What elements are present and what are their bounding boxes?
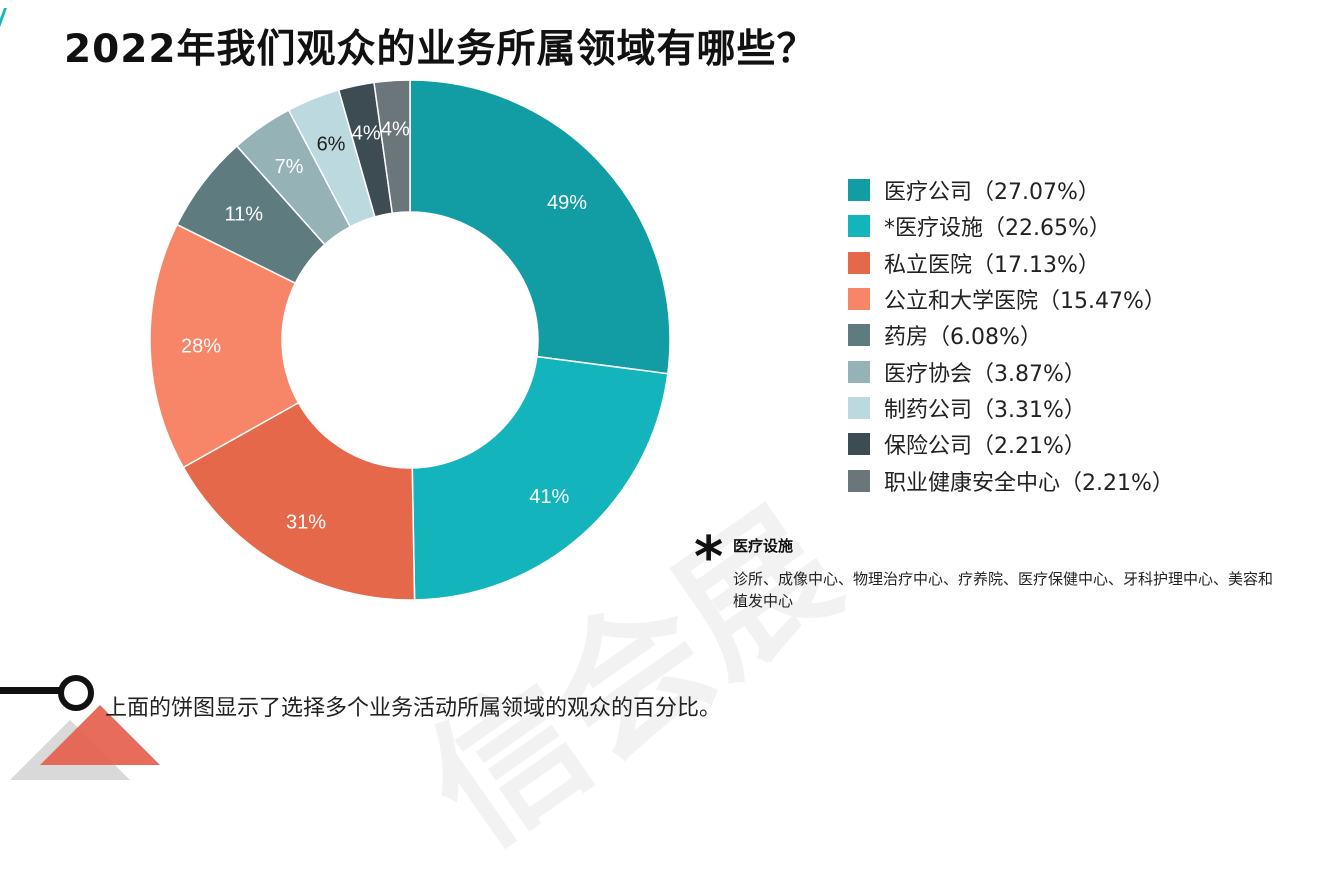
donut-slice-2 (411, 355, 669, 601)
legend-label: 制药公司（3.31%） (884, 397, 1086, 423)
legend-label: 保险公司（2.21%） (884, 434, 1086, 460)
legend-label: 药房（6.08%） (884, 325, 1042, 351)
donut-slice-4 (149, 223, 300, 469)
legend-item-6: 医疗协会（3.87%） (848, 353, 1174, 389)
legend-item-7: 制药公司（3.31%） (848, 390, 1174, 426)
slice-label-6: 7% (275, 156, 304, 178)
slice-label-1: 49% (547, 192, 587, 214)
legend-item-2: *医疗设施（22.65%） (848, 208, 1174, 244)
legend-swatch-icon (848, 179, 870, 202)
donut-chart: 49% 41% 31% 28% 11% 7% 6% 4% 4% (149, 79, 671, 601)
slice-label-9: 4% (381, 119, 410, 141)
legend-swatch-icon (848, 215, 870, 238)
legend-item-1: 医疗公司（27.07%） (848, 172, 1174, 208)
page-title: 2022年我们观众的业务所属领域有哪些？ (64, 27, 817, 72)
legend-item-3: 私立医院（17.13%） (848, 245, 1174, 281)
slice-label-5: 11% (224, 203, 263, 225)
legend-item-9: 职业健康安全中心（2.21%） (848, 462, 1174, 498)
slice-label-7: 6% (317, 133, 346, 155)
legend-label: 医疗公司（27.07%） (884, 180, 1100, 206)
slice-label-4: 28% (181, 335, 221, 357)
bottom-note: 上面的饼图显示了选择多个业务活动所属领域的观众的百分比。 (105, 696, 722, 721)
bullet-line (0, 687, 62, 694)
footnote-text: 诊所、成像中心、物理治疗中心、疗养院、医疗保健中心、牙科护理中心、美容和植发中心 (733, 570, 1274, 610)
legend-item-5: 药房（6.08%） (848, 317, 1174, 353)
donut-slice-3 (182, 401, 416, 601)
donut-slice-9 (373, 79, 411, 215)
slice-label-3: 31% (286, 511, 326, 533)
chart-legend: 医疗公司（27.07%） *医疗设施（22.65%） 私立医院（17.13%） 公立和… (848, 172, 1174, 499)
legend-label: 医疗协会（3.87%） (884, 361, 1086, 387)
legend-swatch-icon (848, 360, 870, 383)
legend-swatch-icon (848, 251, 870, 274)
legend-swatch-icon (848, 469, 870, 492)
legend-swatch-icon (848, 288, 870, 311)
footnote-asterisk: * (694, 525, 724, 590)
legend-label: 私立医院（17.13%） (884, 252, 1100, 278)
bullet-circle-icon (58, 675, 94, 711)
slice-label-8: 4% (352, 123, 381, 145)
corner-accent-mark (0, 8, 22, 30)
legend-label: 职业健康安全中心（2.21%） (884, 470, 1174, 496)
legend-swatch-icon (848, 324, 870, 347)
legend-label: *医疗设施（22.65%） (884, 216, 1111, 242)
legend-item-4: 公立和大学医院（15.47%） (848, 281, 1174, 317)
donut-slice-1 (409, 79, 671, 375)
legend-swatch-icon (848, 396, 870, 419)
slice-label-2: 41% (529, 486, 569, 508)
legend-item-8: 保险公司（2.21%） (848, 426, 1174, 462)
footnote-title: 医疗设施 (733, 537, 794, 555)
legend-label: 公立和大学医院（15.47%） (884, 289, 1166, 315)
legend-swatch-icon (848, 433, 870, 456)
